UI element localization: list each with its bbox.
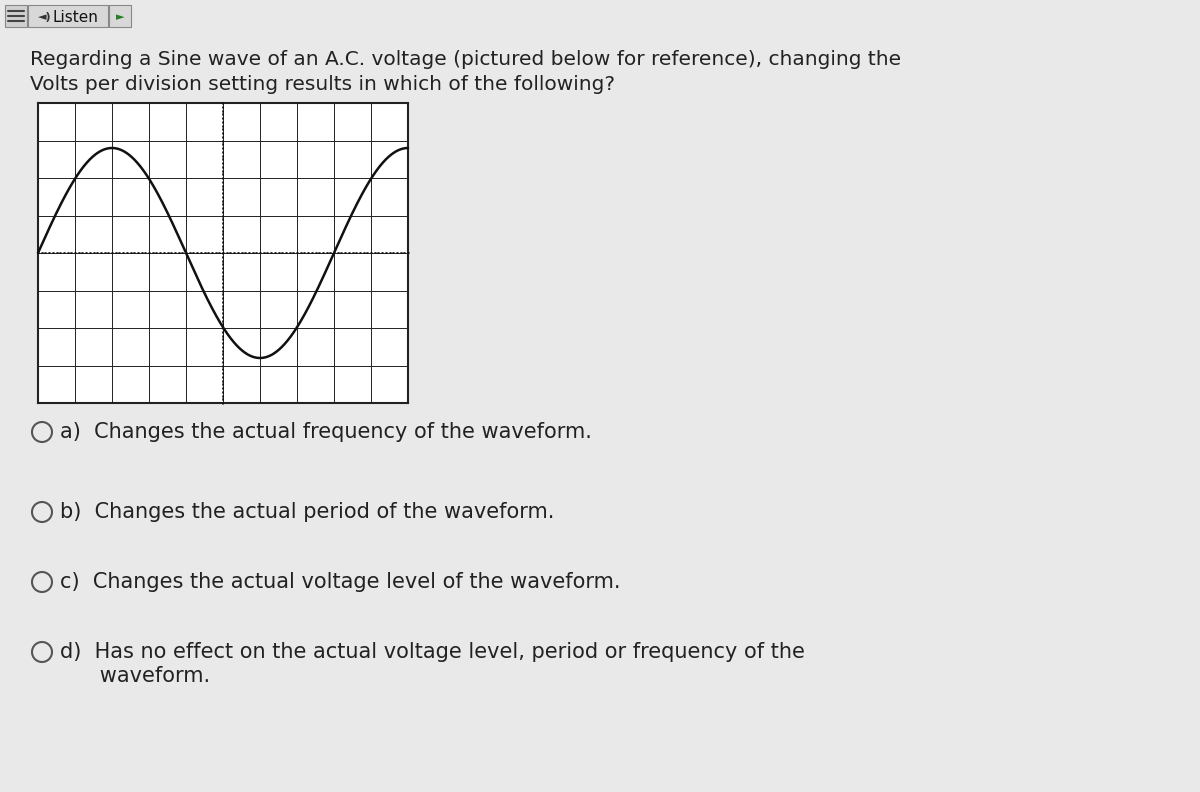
Text: b)  Changes the actual period of the waveform.: b) Changes the actual period of the wave… [60,502,554,522]
Text: waveform.: waveform. [60,666,210,686]
Text: a)  Changes the actual frequency of the waveform.: a) Changes the actual frequency of the w… [60,422,592,442]
Text: Listen: Listen [52,10,98,25]
Text: ◄): ◄) [38,13,52,22]
FancyBboxPatch shape [5,5,28,27]
Bar [38,103,408,403]
Text: ►: ► [115,13,125,22]
Text: Volts per division setting results in which of the following?: Volts per division setting results in wh… [30,75,616,94]
Text: c)  Changes the actual voltage level of the waveform.: c) Changes the actual voltage level of t… [60,572,620,592]
FancyBboxPatch shape [109,5,131,27]
FancyBboxPatch shape [28,5,108,27]
Text: Regarding a Sine wave of an A.C. voltage (pictured below for reference), changin: Regarding a Sine wave of an A.C. voltage… [30,50,901,69]
Text: d)  Has no effect on the actual voltage level, period or frequency of the: d) Has no effect on the actual voltage l… [60,642,805,662]
